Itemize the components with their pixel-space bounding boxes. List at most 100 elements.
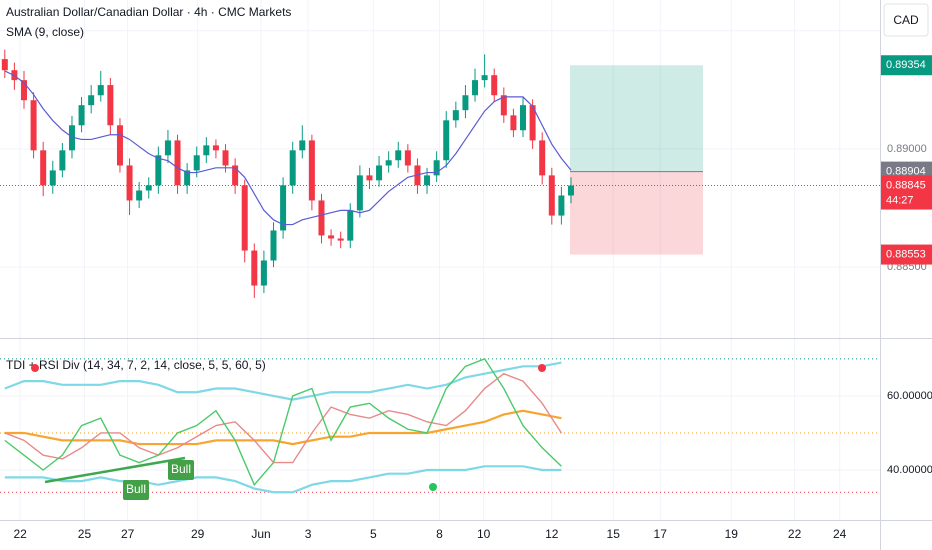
candle-body: [385, 160, 392, 166]
x-tick-label: 27: [121, 527, 135, 541]
signal-dot: [538, 364, 546, 372]
y-tick-label: 40.00000: [887, 464, 932, 476]
price-label: 0.88904: [886, 166, 926, 178]
last-price-box: [881, 175, 932, 210]
candle-body: [529, 105, 536, 141]
candle-body: [510, 115, 517, 131]
target-zone: [570, 65, 703, 172]
candle-body: [145, 185, 152, 191]
countdown: 44:27: [886, 194, 914, 206]
x-tick-label: 10: [477, 527, 491, 541]
stop-zone: [570, 171, 703, 255]
candle-body: [164, 140, 171, 156]
currency[interactable]: CAD: [893, 13, 919, 27]
candle-body: [539, 140, 546, 176]
candle-body: [251, 250, 258, 286]
x-tick-label: 15: [607, 527, 621, 541]
bull-label-box: [123, 480, 149, 500]
candle-body: [433, 160, 440, 176]
indicator-line: [4, 409, 562, 446]
candle-body: [20, 80, 27, 101]
candle-body: [155, 155, 162, 186]
price-label-box: [881, 55, 932, 76]
x-tick-label: 8: [436, 527, 443, 541]
bull-label: Bull: [126, 482, 146, 496]
x-tick-label: 17: [654, 527, 668, 541]
candle-body: [174, 140, 181, 186]
x-tick-label: 22: [788, 527, 802, 541]
candle-body: [280, 185, 287, 231]
indicator-line: [4, 358, 562, 487]
last-price-label: 0.88845: [886, 179, 926, 191]
candle-body: [136, 190, 143, 201]
candle-body: [203, 145, 210, 156]
x-tick-label: 24: [833, 527, 847, 541]
candle-body: [356, 175, 363, 211]
candle-body: [241, 185, 248, 251]
chart-title: Australian Dollar/Canadian Dollar · 4h ·…: [6, 5, 291, 19]
signal-dot: [31, 364, 39, 372]
candle-body: [472, 80, 479, 96]
x-tick-label: 12: [545, 527, 559, 541]
candle-body: [452, 110, 459, 121]
candle-body: [1, 59, 8, 71]
candle-body: [212, 145, 219, 151]
y-tick-label: 0.89000: [887, 143, 927, 155]
candle-body: [59, 150, 66, 171]
x-tick-label: 19: [725, 527, 739, 541]
indicator-line: [4, 372, 562, 464]
candle-body: [40, 150, 47, 186]
legend-entry: SMA (9, close): [6, 25, 84, 39]
candle-body: [88, 95, 95, 106]
price-label-box: [881, 244, 932, 265]
candle-body: [520, 105, 527, 131]
price-label: 0.88553: [886, 248, 926, 260]
candle-body: [193, 155, 200, 171]
divergence-line: [44, 456, 186, 484]
currency-box[interactable]: [883, 3, 929, 37]
candle-body: [232, 165, 239, 186]
candle-body: [328, 235, 335, 239]
candle-body: [491, 75, 498, 96]
candle-body: [289, 150, 296, 186]
indicator-line: [4, 465, 562, 494]
candle-body: [500, 95, 507, 116]
candle-body: [222, 150, 229, 166]
bull-label: Bull: [171, 462, 191, 476]
candle-body: [366, 175, 373, 181]
candle-body: [260, 260, 267, 286]
x-tick-label: 25: [78, 527, 92, 541]
candle-body: [299, 140, 306, 151]
candle-body: [347, 210, 354, 241]
candle-body: [68, 125, 75, 151]
candle-body: [30, 100, 37, 151]
x-tick-label: 22: [13, 527, 27, 541]
candle-body: [558, 195, 565, 216]
signal-dot: [429, 483, 437, 491]
candle-body: [337, 238, 344, 241]
candle-body: [107, 85, 114, 126]
candle-body: [49, 170, 56, 186]
indicator-line: [4, 361, 562, 401]
x-tick-label: 5: [370, 527, 377, 541]
price-label: 0.89354: [886, 59, 926, 71]
bull-label-box: [168, 460, 194, 480]
candle-body: [78, 105, 85, 126]
x-tick-label: 3: [305, 527, 312, 541]
candle-body: [462, 95, 469, 111]
candle-body: [308, 140, 315, 201]
candle-body: [395, 150, 402, 161]
candle-body: [443, 120, 450, 161]
candle-body: [270, 230, 277, 261]
sma-line: [4, 70, 572, 226]
candle-body: [97, 85, 104, 96]
candle-body: [126, 165, 133, 201]
candle-body: [184, 170, 191, 186]
candle-body: [376, 165, 383, 181]
candle-body: [481, 75, 488, 81]
y-tick-label: 60.00000: [887, 390, 932, 402]
